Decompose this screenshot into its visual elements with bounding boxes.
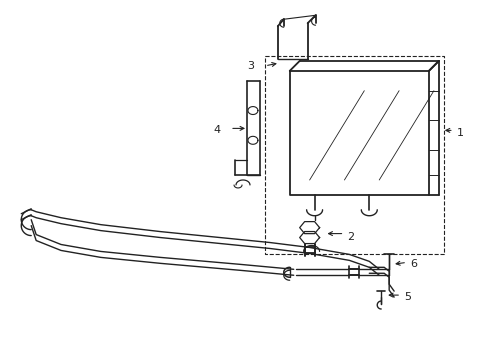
Text: 3: 3	[246, 61, 253, 71]
Text: 4: 4	[213, 125, 220, 135]
Text: 5: 5	[403, 292, 410, 302]
Text: 1: 1	[456, 129, 463, 138]
Text: 6: 6	[409, 259, 416, 269]
Text: 2: 2	[346, 231, 354, 242]
